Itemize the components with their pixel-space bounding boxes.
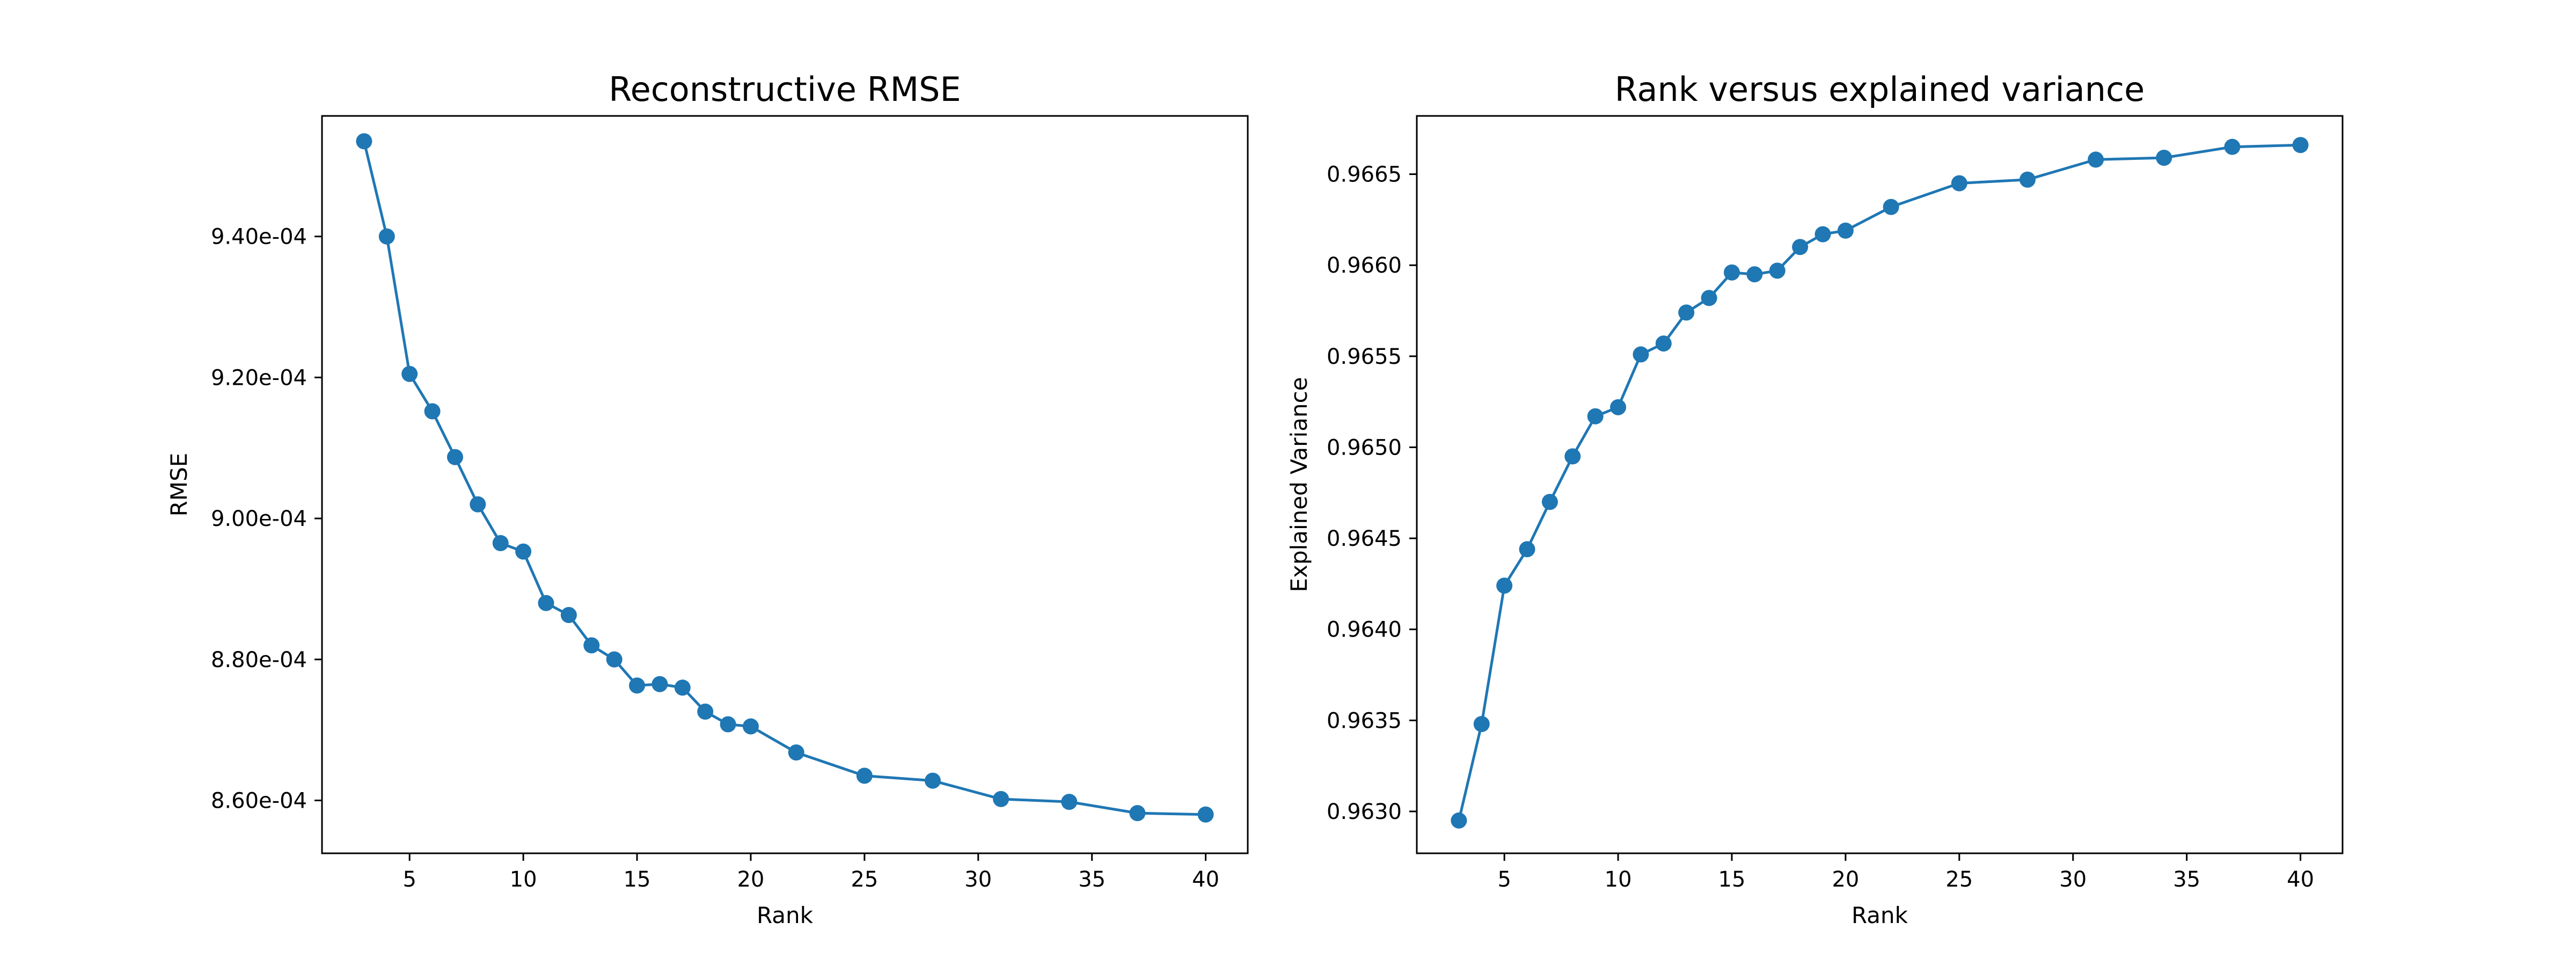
y-tick-label: 8.60e-04 xyxy=(211,788,307,813)
data-point xyxy=(470,496,486,513)
data-point xyxy=(856,767,873,784)
data-point xyxy=(1655,335,1672,352)
data-point xyxy=(606,651,623,668)
data-point xyxy=(697,703,714,720)
data-point xyxy=(515,543,532,560)
data-point xyxy=(1769,262,1785,279)
y-tick-label: 0.9635 xyxy=(1327,708,1402,733)
data-point xyxy=(2292,137,2309,153)
data-point xyxy=(1473,716,1490,733)
data-point xyxy=(560,607,577,624)
data-point xyxy=(492,535,509,552)
data-point xyxy=(378,228,395,245)
y-tick-label: 9.40e-04 xyxy=(211,225,307,250)
y-tick-label: 9.00e-04 xyxy=(211,507,307,531)
chart-title: Rank versus explained variance xyxy=(1615,70,2145,109)
data-point xyxy=(424,403,441,420)
data-point xyxy=(583,637,600,654)
chart-title: Reconstructive RMSE xyxy=(609,70,961,109)
x-tick-label: 25 xyxy=(851,867,878,892)
data-point xyxy=(1633,346,1649,363)
data-point xyxy=(2224,138,2241,155)
x-tick-label: 40 xyxy=(2287,867,2314,892)
y-axis-label: RMSE xyxy=(166,453,192,517)
x-tick-label: 5 xyxy=(402,867,416,892)
chart-panels: Reconstructive RMSE 5 10 15 20 25 30 35 40 8.60e-… xyxy=(166,70,2344,928)
data-point xyxy=(1951,175,1967,192)
x-tick-label: 25 xyxy=(1945,867,1973,892)
data-point xyxy=(1610,399,1627,415)
x-tick-label: 30 xyxy=(964,867,992,892)
x-tick-label: 35 xyxy=(1078,867,1106,892)
data-point xyxy=(720,716,736,733)
data-point xyxy=(1541,494,1558,510)
y-tick-label: 0.9660 xyxy=(1327,253,1402,278)
data-point xyxy=(1837,222,1854,239)
x-axis-label: Rank xyxy=(757,902,814,928)
data-point xyxy=(1883,199,1899,215)
y-tick-label: 0.9640 xyxy=(1327,618,1402,642)
y-axis-label: Explained Variance xyxy=(1286,377,1312,592)
x-tick-label: 5 xyxy=(1497,867,1511,892)
data-point xyxy=(788,744,804,761)
data-point xyxy=(1746,266,1763,283)
data-point xyxy=(1129,805,1146,822)
y-tick-label: 0.9650 xyxy=(1327,435,1402,460)
data-point xyxy=(356,133,372,150)
x-tick-label: 15 xyxy=(1718,867,1746,892)
data-point xyxy=(401,365,418,382)
plot-frame xyxy=(321,115,1249,854)
data-point xyxy=(742,718,759,735)
data-point xyxy=(1724,264,1740,281)
y-tick-label: 0.9630 xyxy=(1327,800,1402,824)
data-point xyxy=(993,791,1009,807)
x-tick-label: 10 xyxy=(510,867,537,892)
x-tick-label: 30 xyxy=(2059,867,2087,892)
chart-panel-1: Reconstructive RMSE 5 10 15 20 25 30 35 40 8.60e-… xyxy=(166,70,1249,928)
data-point xyxy=(629,677,646,694)
data-point xyxy=(2156,150,2172,166)
data-point xyxy=(652,676,668,692)
data-point xyxy=(1496,577,1513,594)
data-point xyxy=(2088,151,2104,168)
x-tick-label: 20 xyxy=(1832,867,1859,892)
x-axis-label: Rank xyxy=(1851,902,1908,928)
data-point xyxy=(674,679,691,696)
data-point xyxy=(538,595,554,611)
plot-frame xyxy=(1416,115,2344,854)
y-tick-label: 0.9655 xyxy=(1327,345,1402,369)
data-point xyxy=(1451,812,1467,829)
data-point xyxy=(1814,226,1831,243)
data-point xyxy=(1197,806,1214,823)
data-point xyxy=(447,449,463,465)
y-tick-label: 0.9665 xyxy=(1327,163,1402,187)
x-tick-label: 15 xyxy=(624,867,651,892)
data-point xyxy=(1061,794,1078,810)
data-point xyxy=(1519,541,1535,558)
y-tick-label: 0.9645 xyxy=(1327,526,1402,551)
data-point xyxy=(1564,448,1581,465)
data-point xyxy=(2019,171,2036,188)
data-point xyxy=(1587,408,1604,425)
data-point xyxy=(1701,290,1717,306)
data-point xyxy=(924,772,941,789)
x-tick-label: 35 xyxy=(2173,867,2200,892)
x-tick-label: 20 xyxy=(737,867,764,892)
y-tick-label: 8.80e-04 xyxy=(211,648,307,672)
y-tick-label: 9.20e-04 xyxy=(211,365,307,390)
data-point xyxy=(1678,304,1695,321)
x-tick-label: 10 xyxy=(1605,867,1632,892)
x-tick-label: 40 xyxy=(1192,867,1219,892)
chart-panel-2: Rank versus explained variance 5 10 15 20 25 3… xyxy=(1286,70,2344,928)
data-point xyxy=(1792,239,1809,255)
